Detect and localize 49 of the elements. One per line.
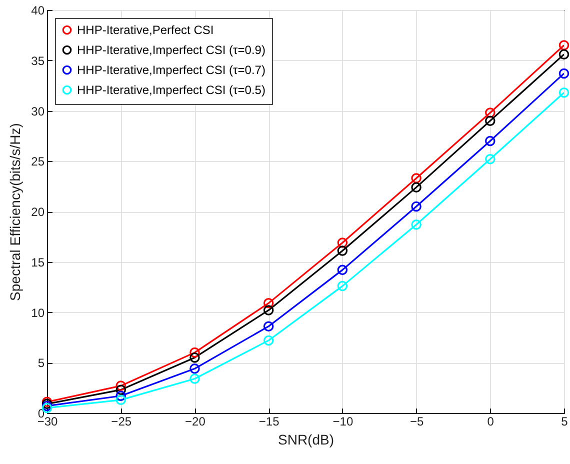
point	[337, 264, 348, 276]
point	[263, 298, 274, 308]
legend-label: HHP-Iterative,Imperfect CSI (τ=0.9)	[77, 43, 266, 57]
point	[558, 40, 570, 50]
point	[116, 384, 126, 395]
y-tick-label: 35	[31, 54, 45, 68]
y-axis-title: Spectral Efficiency(bits/s/Hz)	[7, 123, 24, 301]
point	[411, 173, 422, 184]
point	[263, 305, 274, 316]
point	[190, 374, 200, 384]
point	[485, 116, 496, 126]
y-tick-label: 30	[31, 104, 45, 118]
point	[263, 335, 274, 346]
y-tick-label: 25	[31, 154, 45, 169]
y-tick-label: 5	[38, 356, 45, 370]
point	[263, 321, 274, 332]
point	[411, 182, 422, 192]
x-tick-label: 0	[487, 414, 494, 428]
y-tick-label: 15	[31, 255, 45, 270]
point	[411, 219, 422, 230]
y-tick-label: 20	[31, 205, 45, 219]
point	[485, 108, 496, 118]
point	[116, 380, 126, 391]
point	[558, 87, 570, 98]
y-tick-label: 40	[31, 4, 45, 18]
point	[190, 347, 200, 358]
point	[190, 352, 200, 363]
x-tick-label: −5	[410, 414, 424, 428]
point	[116, 394, 126, 406]
y-tick-label: 10	[31, 306, 45, 320]
x-tick-label: −20	[185, 414, 206, 428]
x-tick-label: −25	[111, 414, 132, 428]
point	[337, 280, 348, 292]
point	[116, 390, 126, 401]
x-tick-label: −15	[258, 414, 280, 428]
point	[485, 136, 496, 146]
point	[411, 201, 422, 212]
x-tick-label: 5	[561, 414, 568, 428]
point	[558, 68, 570, 79]
x-axis-title: SNR(dB)	[278, 432, 334, 448]
point	[485, 154, 496, 164]
point	[558, 49, 570, 60]
legend-label: HHP-Iterative,Imperfect CSI (τ=0.5)	[77, 83, 266, 97]
x-tick-label: −10	[332, 414, 354, 428]
point	[190, 364, 200, 374]
point	[337, 238, 348, 248]
legend-label: HHP-Iterative,Perfect CSI	[77, 23, 214, 37]
legend-label: HHP-Iterative,Imperfect CSI (τ=0.7)	[77, 63, 266, 77]
point	[337, 246, 348, 256]
